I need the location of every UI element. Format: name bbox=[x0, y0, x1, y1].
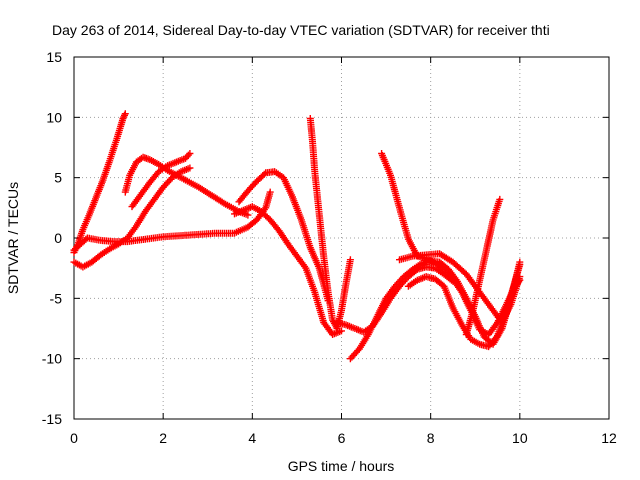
data-series bbox=[306, 115, 354, 332]
data-point-plus bbox=[244, 211, 252, 219]
data-point-plus bbox=[496, 195, 504, 203]
y-tick-label: 10 bbox=[46, 109, 62, 125]
data-point-plus bbox=[266, 188, 274, 196]
data-series bbox=[333, 263, 457, 336]
x-tick-label: 8 bbox=[427, 430, 435, 446]
data-series bbox=[128, 150, 194, 211]
data-point-plus bbox=[184, 151, 192, 159]
data-point-plus bbox=[338, 327, 345, 335]
x-axis-label: GPS time / hours bbox=[288, 458, 395, 474]
y-tick-label: -15 bbox=[42, 411, 62, 427]
data-marks bbox=[70, 110, 524, 363]
y-tick-label: -5 bbox=[50, 290, 63, 306]
data-series bbox=[462, 195, 504, 338]
data-point-plus bbox=[121, 111, 128, 119]
data-series bbox=[70, 188, 274, 254]
y-tick-label: 0 bbox=[54, 230, 62, 246]
axis-ticks: 0 2 4 6 8 10 12 -15 -10 -5 0 5 10 15 bbox=[42, 49, 617, 446]
data-point-plus bbox=[119, 115, 127, 122]
x-tick-label: 10 bbox=[512, 430, 528, 446]
y-tick-label: 5 bbox=[54, 170, 62, 186]
x-tick-label: 12 bbox=[601, 430, 617, 446]
y-axis-label: SDTVAR / TECUs bbox=[5, 182, 21, 294]
chart-title: Day 263 of 2014, Sidereal Day-to-day VTE… bbox=[52, 22, 550, 38]
x-tick-label: 0 bbox=[70, 430, 78, 446]
data-series bbox=[396, 250, 524, 326]
x-tick-label: 2 bbox=[159, 430, 167, 446]
data-series bbox=[70, 164, 194, 271]
y-tick-label: 15 bbox=[46, 49, 62, 65]
data-series bbox=[346, 257, 524, 363]
data-point-plus bbox=[260, 170, 268, 178]
data-point-plus bbox=[346, 256, 354, 264]
data-series bbox=[121, 153, 252, 219]
data-point-plus bbox=[186, 164, 194, 172]
data-point-plus bbox=[516, 261, 524, 268]
data-series bbox=[231, 203, 345, 338]
x-tick-label: 4 bbox=[248, 430, 256, 446]
data-point-plus bbox=[121, 110, 129, 118]
x-tick-label: 6 bbox=[338, 430, 346, 446]
y-tick-label: -10 bbox=[42, 351, 62, 367]
data-point-plus bbox=[186, 150, 194, 157]
data-point-plus bbox=[516, 273, 524, 281]
data-series bbox=[70, 110, 129, 256]
